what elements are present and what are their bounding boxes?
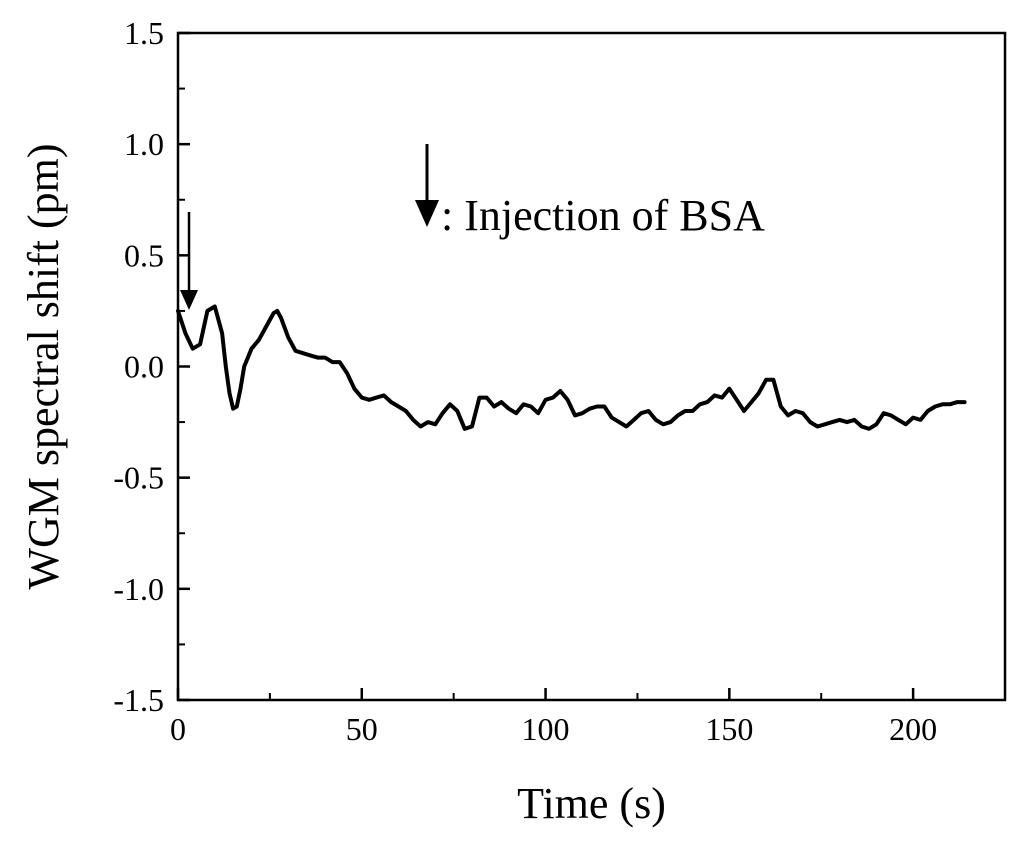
legend: : Injection of BSA	[415, 144, 765, 240]
y-tick-labels: -1.5 -1.0 -0.5 0.0 0.5 1.0 1.5	[113, 15, 164, 718]
y-tick-label: 0.0	[124, 349, 164, 385]
series-line	[176, 304, 967, 431]
y-tick-label: 1.0	[124, 126, 164, 162]
injection-arrow-marker	[180, 212, 199, 310]
y-tick-label: -0.5	[113, 460, 164, 496]
y-tick-label: 1.5	[124, 15, 164, 51]
x-axis-title: Time (s)	[517, 779, 666, 828]
y-tick-label: 0.5	[124, 237, 164, 273]
legend-text: : Injection of BSA	[441, 191, 765, 240]
x-ticks	[176, 688, 915, 700]
x-tick-label: 100	[522, 711, 570, 747]
x-tick-label: 200	[889, 711, 937, 747]
y-tick-label: -1.0	[113, 571, 164, 607]
legend-arrow-head	[415, 200, 439, 227]
x-tick-label: 150	[705, 711, 753, 747]
x-tick-label: 50	[346, 711, 378, 747]
y-ticks	[178, 31, 190, 702]
y-axis-title: WGM spectral shift (pm)	[19, 144, 68, 590]
x-tick-label: 0	[170, 711, 186, 747]
x-tick-labels: 0 50 100 150 200	[170, 711, 937, 747]
injection-arrow-head	[180, 290, 199, 310]
plot-frame	[176, 31, 1007, 702]
y-tick-label: -1.5	[113, 682, 164, 718]
